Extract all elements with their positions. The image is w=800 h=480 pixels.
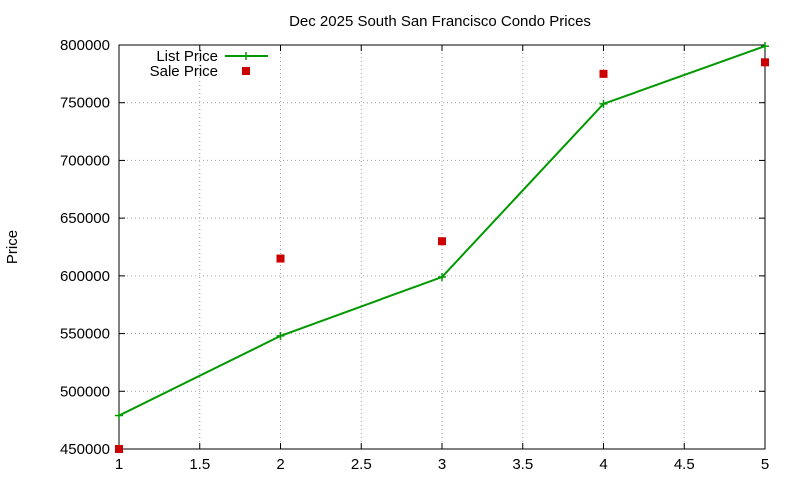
legend-label: Sale Price <box>150 63 218 80</box>
plus-marker <box>242 52 250 60</box>
square-marker <box>761 58 769 67</box>
x-tick-label: 3 <box>438 456 446 473</box>
x-tick-label: 1 <box>115 456 123 473</box>
y-tick-label: 500000 <box>60 383 110 400</box>
y-tick-label: 600000 <box>60 268 110 285</box>
x-tick-label: 4 <box>599 456 607 473</box>
series-layer <box>115 42 769 453</box>
plus-marker <box>115 411 123 420</box>
plus-marker <box>438 273 446 282</box>
x-tick-label: 5 <box>761 456 769 473</box>
x-tick-label: 2 <box>276 456 284 473</box>
x-tick-label: 4.5 <box>674 456 695 473</box>
y-tick-label: 650000 <box>60 210 110 227</box>
plus-marker <box>599 99 608 108</box>
x-tick-label: 1.5 <box>189 456 210 473</box>
y-tick-label: 700000 <box>60 152 110 169</box>
x-tick-label: 2.5 <box>351 456 372 473</box>
square-marker <box>242 67 250 75</box>
series-sale-price <box>115 58 769 453</box>
square-marker <box>599 69 608 78</box>
x-tick-label: 3.5 <box>512 456 533 473</box>
square-marker <box>115 445 123 453</box>
plus-marker <box>276 331 285 340</box>
y-tick-label: 450000 <box>60 441 110 458</box>
axis-ticks: 1 1.5 2 2.5 3 3.5 4 4.5 5 450000 500000 550000 60000… <box>60 37 769 473</box>
series-list-price <box>115 42 769 420</box>
plus-marker <box>761 42 769 51</box>
y-axis-label: Price <box>4 230 21 264</box>
chart-title: Dec 2025 South San Francisco Condo Price… <box>289 13 591 30</box>
y-tick-label: 750000 <box>60 95 110 112</box>
y-tick-label: 550000 <box>60 326 110 343</box>
square-marker <box>276 254 285 263</box>
y-tick-label: 800000 <box>60 37 110 54</box>
square-marker <box>438 237 446 246</box>
legend-label: List Price <box>156 48 218 65</box>
grid-lines <box>119 45 765 449</box>
